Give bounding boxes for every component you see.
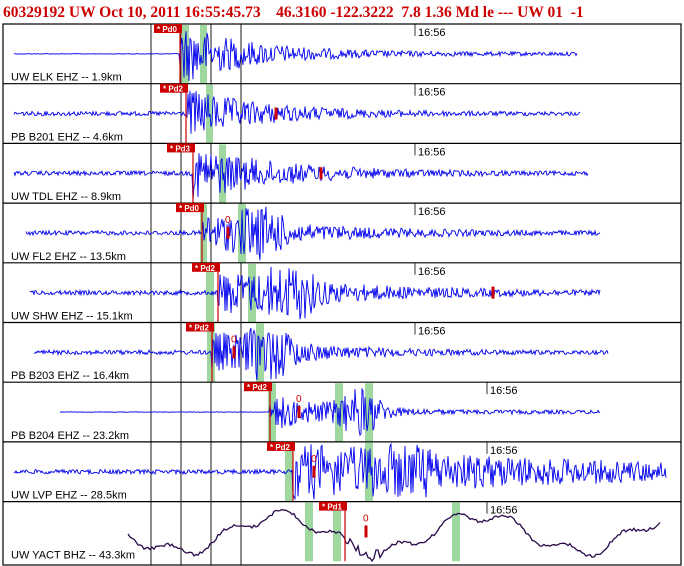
s-pick-marker <box>319 167 323 180</box>
time-label: 16:56 <box>418 326 446 338</box>
station-label: UW YACT BHZ -- 43.3km <box>11 549 135 561</box>
time-label: 16:56 <box>418 206 446 218</box>
s-pick-label: 0 <box>225 215 231 226</box>
p-pick-marker <box>244 382 272 392</box>
p-pick-marker <box>160 83 188 93</box>
waveform-trace <box>29 266 601 320</box>
pick-window <box>305 502 313 562</box>
s-pick-marker <box>232 346 236 359</box>
p-pick-label: * Pd2 <box>189 324 210 333</box>
station-label: PB B203 EHZ -- 16.4km <box>11 370 129 382</box>
p-pick-marker <box>192 262 220 272</box>
time-label: 16:56 <box>418 27 446 39</box>
p-pick-label: * Pd0 <box>179 204 200 213</box>
time-label: 16:56 <box>490 445 518 457</box>
s-pick-label: 0 <box>296 394 302 405</box>
station-label: UW SHW EHZ -- 15.1km <box>11 311 133 323</box>
pick-window <box>452 502 460 562</box>
station-label: UW FL2 EHZ -- 13.5km <box>11 251 126 263</box>
p-pick-marker <box>319 501 347 511</box>
s-pick-marker <box>297 406 301 419</box>
p-pick-label: * Pd3 <box>170 144 191 153</box>
s-pick-marker <box>226 226 230 239</box>
s-pick-marker <box>491 286 495 299</box>
pick-window <box>182 25 189 84</box>
station-label: UW LVP EHZ -- 28.5km <box>11 490 127 502</box>
p-pick-label: * Pd2 <box>195 264 216 273</box>
waveform-trace <box>33 327 609 381</box>
p-pick-label: * Pd2 <box>163 85 184 94</box>
pick-window <box>268 383 276 442</box>
waveform-trace <box>13 153 589 200</box>
p-pick-marker <box>167 143 195 153</box>
waveform-trace <box>25 206 601 261</box>
waveform-trace <box>13 90 581 134</box>
station-label: UW ELK EHZ -- 1.9km <box>11 72 122 84</box>
pick-window <box>285 442 293 502</box>
p-pick-label: * Pd0 <box>157 25 178 34</box>
waveform-trace <box>127 508 661 563</box>
pick-window <box>238 204 246 263</box>
s-pick-marker <box>364 525 368 538</box>
station-label: PB B201 EHZ -- 4.6km <box>11 131 123 143</box>
p-pick-label: * Pd2 <box>270 443 291 452</box>
time-label: 16:56 <box>490 385 518 397</box>
p-pick-marker <box>154 24 182 33</box>
waveform-trace <box>13 442 667 501</box>
p-pick-marker <box>186 322 214 332</box>
p-pick-label: * Pd2 <box>247 383 268 392</box>
time-label: 16:56 <box>418 146 446 158</box>
p-pick-label: * Pd1 <box>322 503 343 512</box>
time-label: 16:56 <box>418 266 446 278</box>
s-pick-label: 0 <box>231 334 237 345</box>
station-label: UW TDL EHZ -- 8.9km <box>11 191 121 203</box>
s-pick-label: 0 <box>311 454 317 465</box>
p-pick-marker <box>267 441 295 451</box>
s-pick-marker <box>312 465 316 478</box>
waveform-trace <box>13 31 578 81</box>
event-header: 60329192 UW Oct 10, 2011 16:55:45.73 46.… <box>3 4 584 21</box>
p-pick-marker <box>176 203 204 213</box>
s-pick-label: 0 <box>363 513 369 524</box>
panel-border <box>2 23 682 566</box>
station-label: PB B204 EHZ -- 23.2km <box>11 430 129 442</box>
time-label: 16:56 <box>490 505 518 517</box>
s-pick-marker <box>274 107 278 120</box>
waveform-trace <box>59 387 601 437</box>
time-label: 16:56 <box>418 87 446 99</box>
